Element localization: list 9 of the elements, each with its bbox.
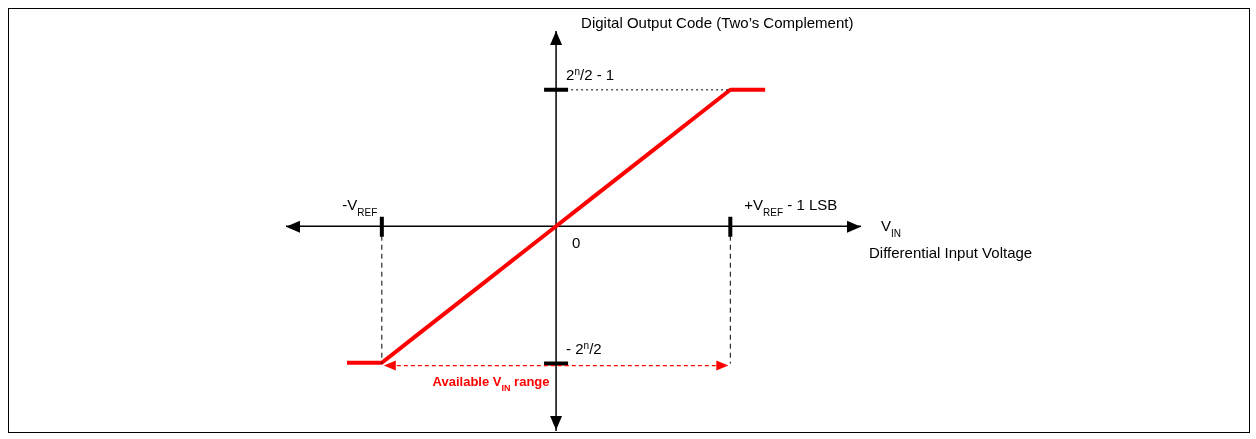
text: V$_{IN}$ [881,216,902,239]
annotation: 0 [571,233,581,251]
annotation: - 2$^{n}$/2 [566,339,602,357]
text: Differential Input Voltage [869,243,1033,261]
annotation: +V$_{REF}$ - 1 LSB [744,195,838,218]
y-axis-title: Digital Output Code (Two’s Complement) [581,14,854,31]
text: 2$^{n}$/2 - 1 [566,65,615,83]
annotation: -V$_{REF}$ [342,195,378,218]
text: Available V$_{IN}$ range [432,373,550,393]
